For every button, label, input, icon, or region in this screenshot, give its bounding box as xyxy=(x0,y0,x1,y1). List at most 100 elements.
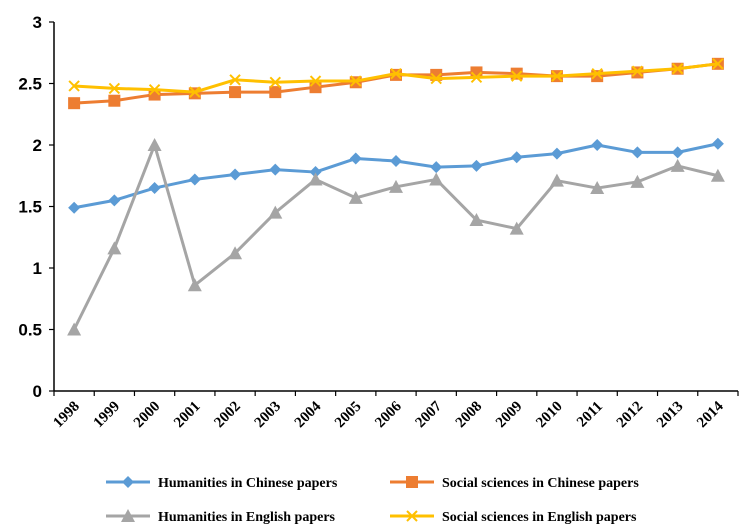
x-tick-label: 1998 xyxy=(50,399,83,432)
data-point xyxy=(429,172,444,186)
data-point xyxy=(268,205,283,219)
data-point xyxy=(309,75,322,87)
data-point-stroke xyxy=(406,510,418,522)
data-point xyxy=(470,159,483,172)
x-tick-label: 2004 xyxy=(292,398,325,431)
data-point xyxy=(107,241,122,255)
data-point xyxy=(269,76,282,88)
data-point xyxy=(469,213,484,227)
y-tick-label: 1.5 xyxy=(18,198,42,217)
data-point xyxy=(309,166,322,179)
legend-swatch-marker xyxy=(122,476,134,488)
x-tick-label: 2001 xyxy=(171,399,204,432)
x-tick-label: 2014 xyxy=(694,398,727,431)
x-tick-label: 2000 xyxy=(131,399,164,432)
legend-item: Humanities in English papers xyxy=(106,509,336,524)
data-point-stroke xyxy=(189,86,201,98)
data-point xyxy=(510,67,523,80)
data-point xyxy=(591,67,603,80)
x-tick-label: 2012 xyxy=(614,399,647,432)
legend-label: Humanities in English papers xyxy=(158,510,336,524)
x-tick-label: 2007 xyxy=(413,398,446,431)
legend-label: Social sciences in English papers xyxy=(442,510,637,524)
data-point-stroke xyxy=(390,67,402,80)
data-point-stroke xyxy=(470,71,483,84)
data-point xyxy=(590,181,605,195)
data-point xyxy=(631,65,644,77)
legend-label: Social sciences in Chinese papers xyxy=(442,476,639,491)
x-tick-label: 2005 xyxy=(332,399,365,432)
data-point xyxy=(710,168,725,182)
legend-swatch-marker xyxy=(406,510,418,522)
data-point xyxy=(549,173,564,187)
data-point-stroke xyxy=(108,82,121,95)
data-point xyxy=(269,86,282,99)
data-point xyxy=(671,146,684,159)
data-point xyxy=(510,70,523,82)
data-point-stroke xyxy=(591,67,603,80)
x-tick-label: 2013 xyxy=(654,399,687,432)
data-point xyxy=(68,201,81,214)
legend-item: Social sciences in English papers xyxy=(390,510,637,524)
y-tick-label: 3 xyxy=(33,13,42,32)
data-point-stroke xyxy=(671,63,684,75)
data-point-stroke xyxy=(148,83,161,96)
data-point-stroke xyxy=(631,65,644,77)
data-point xyxy=(551,70,563,82)
data-point xyxy=(670,158,685,172)
series-1 xyxy=(68,57,724,110)
data-point-stroke xyxy=(309,75,322,87)
y-tick-label: 0 xyxy=(33,382,42,401)
data-point xyxy=(148,83,161,96)
data-point xyxy=(189,86,201,98)
x-tick-label: 2003 xyxy=(252,399,285,432)
legend-label: Humanities in Chinese papers xyxy=(158,476,338,491)
y-tick-label: 2.5 xyxy=(18,75,42,94)
legend-item: Social sciences in Chinese papers xyxy=(390,476,639,491)
data-point xyxy=(108,82,121,95)
data-point xyxy=(671,63,684,75)
data-point xyxy=(348,190,363,204)
data-point xyxy=(509,221,524,235)
data-point xyxy=(308,172,323,186)
data-point xyxy=(390,67,402,80)
data-point xyxy=(67,322,82,336)
data-point-stroke xyxy=(430,72,442,85)
data-point xyxy=(711,137,724,150)
data-point xyxy=(228,246,243,260)
data-point xyxy=(430,161,443,174)
data-point xyxy=(309,81,322,94)
data-point xyxy=(430,72,442,85)
data-point xyxy=(470,71,483,84)
data-point-stroke xyxy=(551,70,563,82)
series-3 xyxy=(68,58,724,98)
legend-swatch-marker xyxy=(406,476,418,488)
x-tick-label: 1999 xyxy=(91,399,124,432)
chart-legend: Humanities in Chinese papers Social scien… xyxy=(106,476,639,524)
data-point xyxy=(390,154,402,167)
data-point xyxy=(188,173,201,186)
x-tick-label: 2011 xyxy=(574,399,606,431)
legend-swatch-marker xyxy=(121,509,135,522)
data-point xyxy=(350,75,362,87)
data-point xyxy=(187,278,202,292)
legend-item: Humanities in Chinese papers xyxy=(106,476,338,491)
x-tick-label: 2002 xyxy=(211,399,244,432)
y-tick-label: 0.5 xyxy=(18,321,42,340)
x-tick-label: 2006 xyxy=(372,398,405,431)
data-point xyxy=(148,182,161,195)
data-point-stroke xyxy=(68,80,80,92)
data-point xyxy=(147,138,162,151)
series-0 xyxy=(68,137,724,214)
data-point-stroke xyxy=(510,70,523,82)
y-tick-label: 1 xyxy=(33,259,42,278)
data-point xyxy=(108,194,121,207)
data-point xyxy=(631,146,644,159)
data-point xyxy=(269,163,282,176)
series-layer xyxy=(67,57,725,336)
data-point xyxy=(229,168,242,181)
data-point xyxy=(389,179,403,193)
data-point-stroke xyxy=(712,58,724,70)
data-point xyxy=(68,80,80,92)
